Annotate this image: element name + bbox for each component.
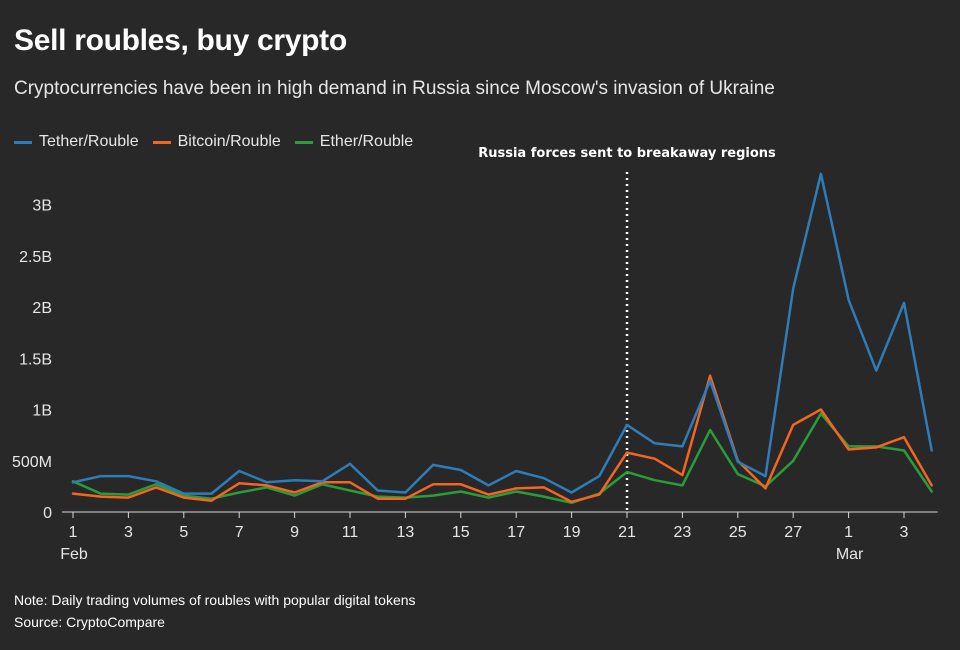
series-line-ether [71, 412, 933, 505]
y-tick-label: 1B [32, 403, 52, 420]
x-tick-label: 9 [290, 524, 299, 541]
legend-item-tether: Tether/Rouble [14, 133, 139, 151]
x-tick-label: 11 [342, 524, 359, 541]
x-tick-label: 23 [674, 524, 692, 541]
x-tick-label: 1 [69, 524, 78, 541]
x-tick-label: 27 [784, 524, 802, 541]
x-tick-label: 21 [618, 524, 636, 541]
y-tick-label: 500M [12, 454, 52, 471]
series-line-bitcoin [71, 374, 933, 504]
chart-note: Note: Daily trading volumes of roubles w… [14, 592, 416, 608]
legend-swatch-ether [294, 140, 313, 144]
x-tick-label: 3 [124, 524, 133, 541]
x-tick-label: 19 [563, 524, 581, 541]
series-line-tether [71, 172, 933, 495]
x-tick-label: 15 [452, 524, 470, 541]
annotation-label: Russia forces sent to breakaway regions [478, 146, 776, 161]
x-month-label: Mar [836, 546, 864, 563]
x-tick-label: 1 [844, 524, 853, 541]
chart-subtitle: Cryptocurrencies have been in high deman… [14, 78, 775, 99]
chart-title: Sell roubles, buy crypto [14, 24, 347, 57]
y-tick-label: 2.5B [19, 249, 52, 266]
legend-swatch-tether [14, 140, 32, 144]
y-tick-label: 2B [32, 300, 52, 317]
legend-label-tether: Tether/Rouble [39, 133, 139, 150]
x-tick-label: 17 [507, 524, 525, 541]
x-tick-label: 3 [900, 524, 909, 541]
y-tick-label: 0 [43, 505, 52, 522]
legend-label-ether: Ether/Rouble [319, 133, 414, 150]
legend-item-ether: Ether/Rouble [294, 133, 414, 151]
legend-swatch-bitcoin [152, 140, 171, 144]
legend-label-bitcoin: Bitcoin/Rouble [177, 133, 281, 150]
x-tick-label: 13 [397, 524, 415, 541]
x-tick-label: 25 [729, 524, 747, 541]
chart-source: Source: CryptoCompare [14, 614, 165, 630]
x-month-label: Feb [60, 546, 88, 563]
legend: Tether/Rouble Bitcoin/Rouble Ether/Roubl… [14, 133, 413, 151]
y-tick-label: 3B [32, 198, 52, 215]
legend-item-bitcoin: Bitcoin/Rouble [152, 133, 281, 151]
x-tick-label: 7 [235, 524, 244, 541]
y-tick-label: 1.5B [19, 351, 52, 368]
x-tick-label: 5 [179, 524, 188, 541]
